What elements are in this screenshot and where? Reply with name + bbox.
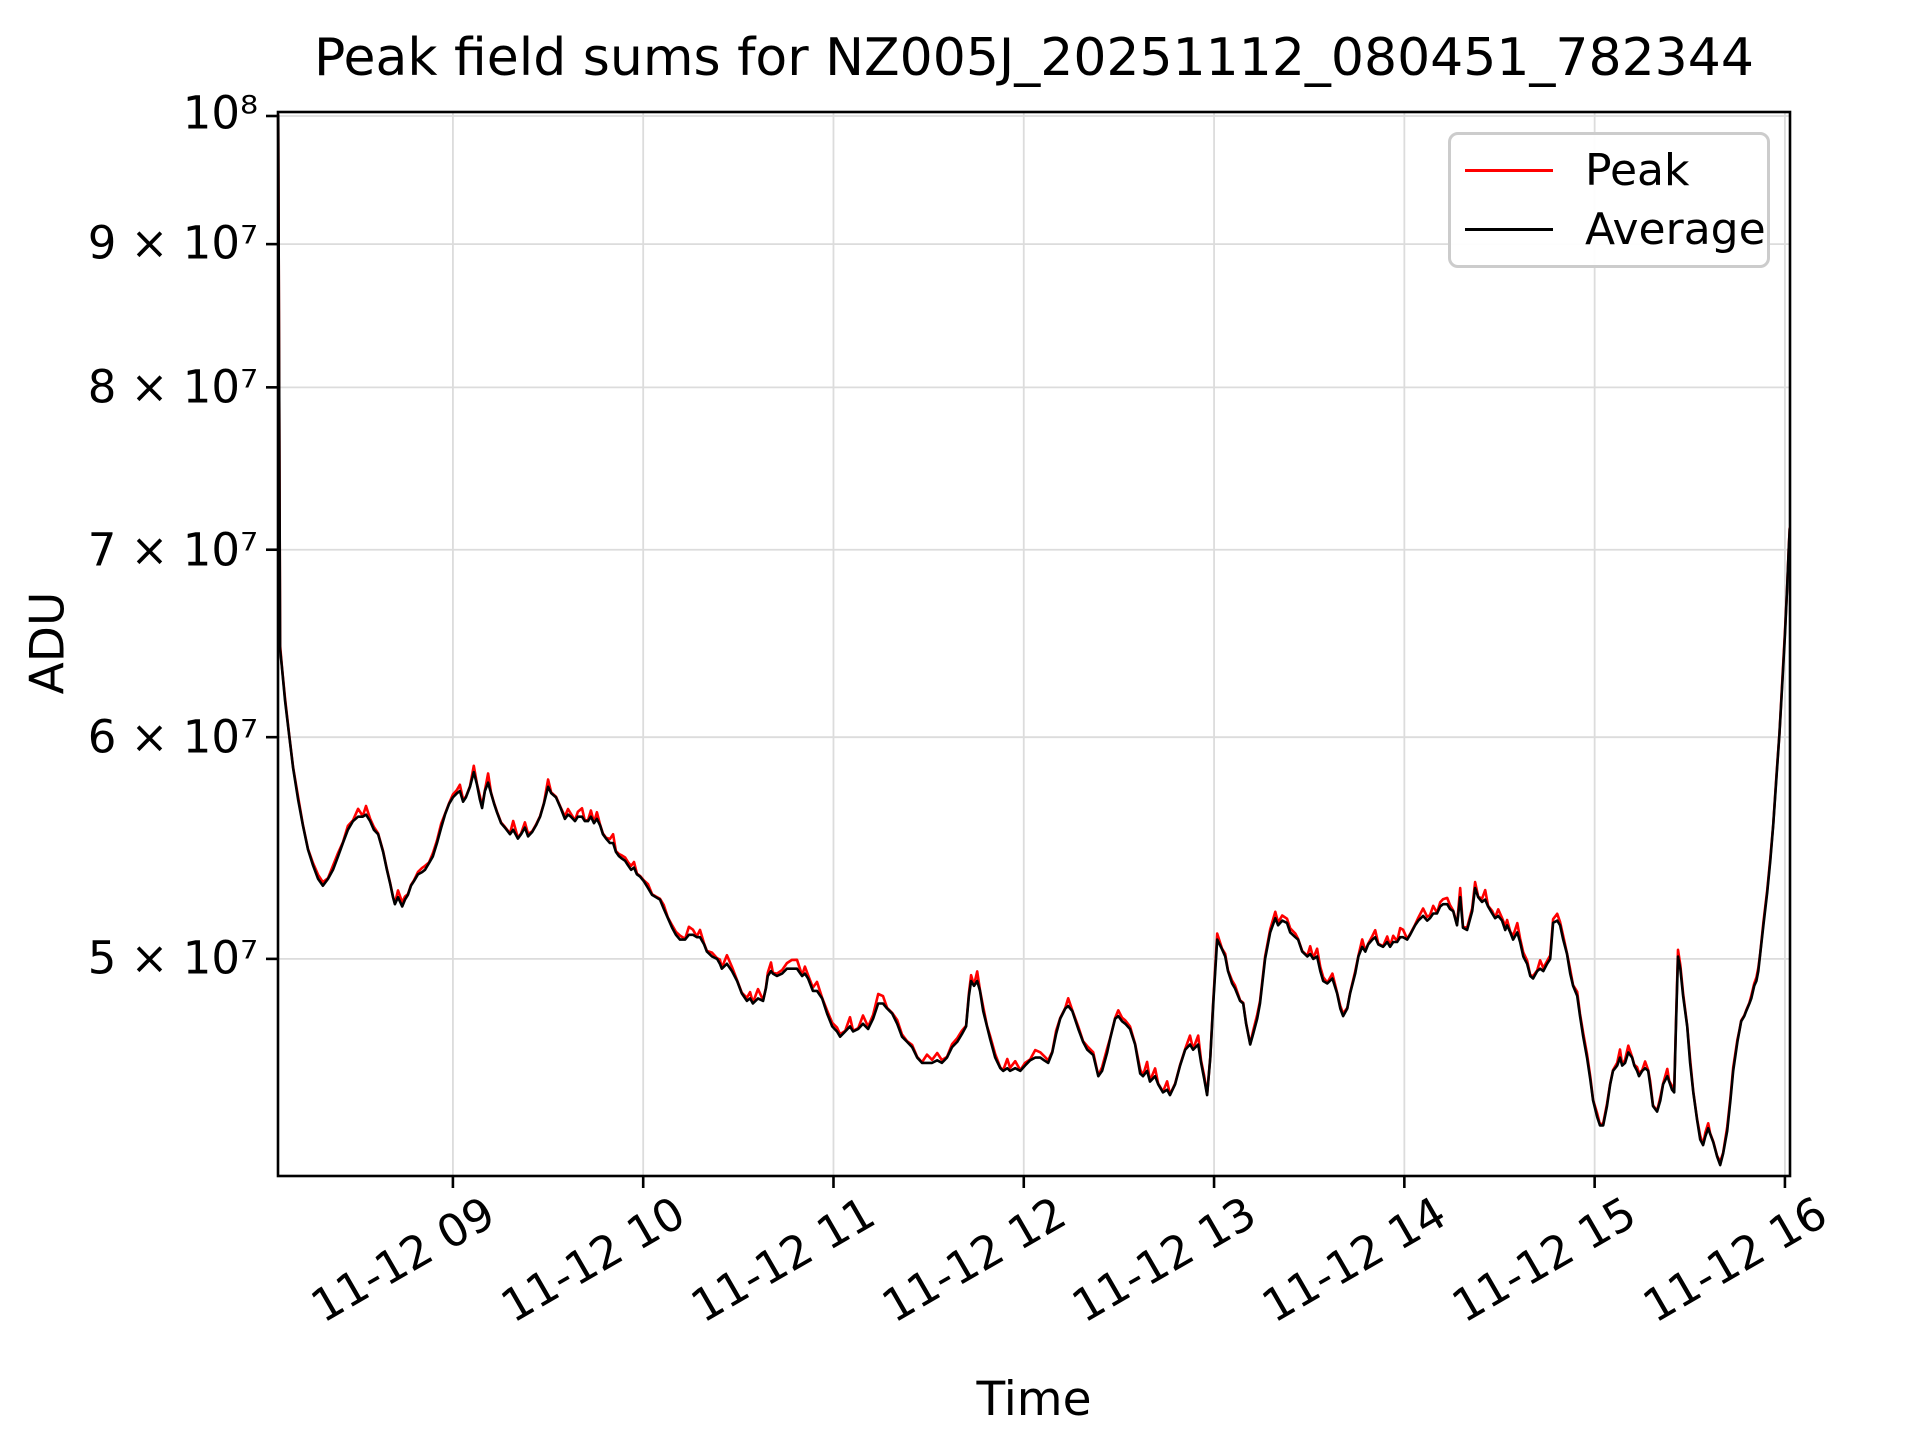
y-tick-label-6e7: 6 × 10⁷ [87,710,258,764]
gridlines [278,112,1790,1176]
legend: Peak Average [1448,132,1770,268]
chart-title: Peak field sums for NZ005J_20251112_0804… [314,28,1754,88]
legend-label-peak: Peak [1585,144,1690,196]
tick-marks [266,114,1787,1188]
peak-line [276,114,1791,1163]
legend-label-average: Average [1585,203,1766,255]
y-tick-label-9e7: 9 × 10⁷ [87,216,258,270]
y-tick-label-8e7: 8 × 10⁷ [87,360,258,414]
average-line-icon [1465,228,1553,231]
y-tick-label-5e7: 5 × 10⁷ [87,931,258,985]
x-axis-label: Time [976,1372,1092,1427]
y-axis-label: ADU [20,591,76,695]
axes-spines [276,110,1792,1178]
y-tick-label-1e8: 10⁸ [182,86,258,140]
peak-line-icon [1465,169,1553,172]
legend-row-average: Average [1465,203,1767,255]
legend-row-peak: Peak [1465,144,1767,196]
y-tick-label-7e7: 7 × 10⁷ [87,523,258,577]
average-line [276,114,1791,1167]
